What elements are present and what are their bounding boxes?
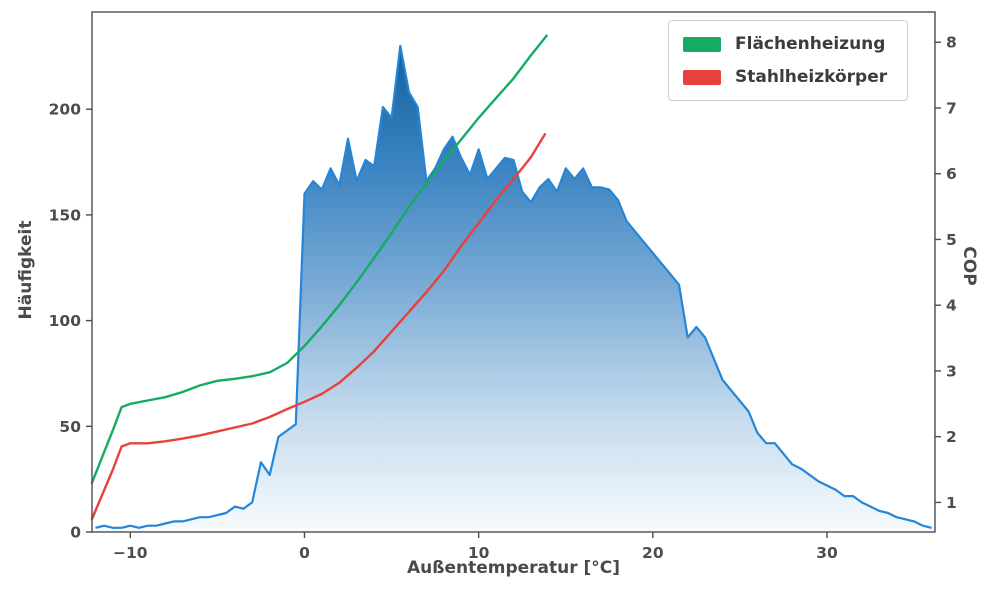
x-axis-label: Außentemperatur [°C]: [406, 558, 621, 578]
svg-text:20: 20: [642, 544, 664, 562]
svg-text:1: 1: [946, 494, 957, 512]
svg-text:30: 30: [816, 544, 838, 562]
y-axis-label-left: Häufigkeit: [16, 220, 36, 320]
svg-text:0: 0: [70, 524, 81, 542]
svg-text:2: 2: [946, 428, 957, 446]
legend-swatch-flaechenheizung: [683, 36, 721, 52]
svg-text:−10: −10: [113, 544, 148, 562]
legend-item-stahlheizkoerper: Stahlheizkörper: [683, 67, 887, 87]
svg-text:10: 10: [468, 544, 490, 562]
svg-text:0: 0: [299, 544, 310, 562]
svg-text:7: 7: [946, 99, 957, 117]
svg-text:200: 200: [49, 101, 82, 119]
svg-text:50: 50: [59, 418, 81, 436]
svg-text:4: 4: [946, 297, 957, 315]
svg-text:150: 150: [49, 206, 82, 224]
legend-label-flaechenheizung: Flächenheizung: [735, 34, 886, 54]
svg-text:8: 8: [946, 34, 957, 52]
svg-text:3: 3: [946, 362, 957, 380]
svg-text:5: 5: [946, 231, 957, 249]
legend-swatch-stahlheizkoerper: [683, 69, 721, 85]
svg-text:6: 6: [946, 165, 957, 183]
y-axis-label-right: COP: [959, 246, 979, 286]
legend: Flächenheizung Stahlheizkörper: [668, 20, 909, 101]
svg-text:100: 100: [49, 312, 82, 330]
legend-label-stahlheizkoerper: Stahlheizkörper: [735, 67, 888, 87]
legend-item-flaechenheizung: Flächenheizung: [683, 34, 887, 54]
